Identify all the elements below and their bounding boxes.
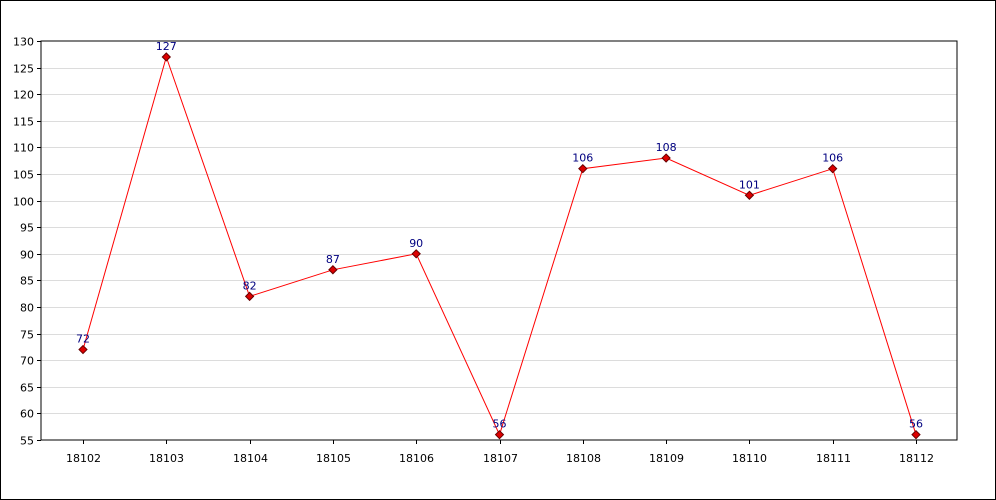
data-label: 101: [739, 178, 760, 191]
data-point-marker: [328, 265, 338, 275]
data-point-marker: [911, 429, 921, 440]
x-tick-label: 18104: [233, 452, 268, 465]
y-tick-label: 105: [13, 169, 34, 182]
y-tick-label: 120: [13, 89, 34, 102]
y-tick-label: 90: [20, 249, 34, 262]
y-tick-label: 65: [20, 382, 34, 395]
series-line-group: [82, 55, 917, 437]
data-label: 72: [76, 333, 90, 346]
x-tick-label: 18112: [899, 452, 934, 465]
data-label: 90: [409, 237, 423, 250]
data-label: 106: [572, 152, 593, 165]
x-tick-label: 18110: [732, 452, 767, 465]
y-tick-label: 130: [13, 36, 34, 49]
data-point-marker: [827, 163, 838, 174]
y-tick-label: 100: [13, 196, 34, 209]
x-tick-label: 18111: [816, 452, 851, 465]
data-label: 56: [909, 418, 923, 431]
plot-area: [40, 40, 958, 441]
data-label: 56: [493, 418, 507, 431]
data-point-marker: [78, 344, 88, 355]
x-tick-label: 18108: [566, 452, 601, 465]
data-label: 106: [822, 152, 843, 165]
x-tick-label: 18105: [316, 452, 351, 465]
x-tick-label: 18102: [66, 452, 101, 465]
x-tick-label: 18109: [649, 452, 684, 465]
y-tick-label: 125: [13, 63, 34, 76]
y-axis: 55 60 65 70 75 80 85 90 95 100 105 110 115 120 125 130: [13, 36, 41, 448]
y-tick-label: 95: [20, 222, 34, 235]
data-point-marker: [578, 163, 588, 174]
grid-lines: [41, 68, 957, 414]
y-tick-label: 70: [20, 355, 34, 368]
data-point-marker: [411, 249, 421, 259]
y-tick-label: 60: [20, 408, 34, 421]
y-tick-label: 85: [20, 275, 34, 288]
y-tick-label: 80: [20, 302, 34, 315]
data-label: 82: [243, 279, 257, 292]
y-tick-label: 75: [20, 329, 34, 342]
data-label: 108: [656, 141, 677, 154]
series-line: [82, 55, 917, 437]
y-tick-label: 55: [20, 435, 34, 448]
data-label: 127: [156, 40, 177, 53]
data-point-marker: [661, 153, 671, 163]
data-point-marker: [161, 52, 172, 62]
x-axis: 18102 18103 18104 18105 18106 18107 18108 18109…: [66, 440, 934, 465]
x-tick-label: 18103: [149, 452, 184, 465]
data-point-marker: [494, 429, 505, 440]
x-tick-label: 18106: [399, 452, 434, 465]
y-tick-label: 115: [13, 116, 34, 129]
y-tick-label: 110: [13, 142, 34, 155]
data-point-marker: [244, 291, 255, 302]
x-tick-label: 18107: [483, 452, 518, 465]
marker-group: [78, 52, 921, 440]
data-point-marker: [744, 190, 755, 200]
data-label-group: 72 127 82 87 90 56 106 108 101 106 56: [76, 40, 923, 431]
data-label: 87: [326, 253, 340, 266]
